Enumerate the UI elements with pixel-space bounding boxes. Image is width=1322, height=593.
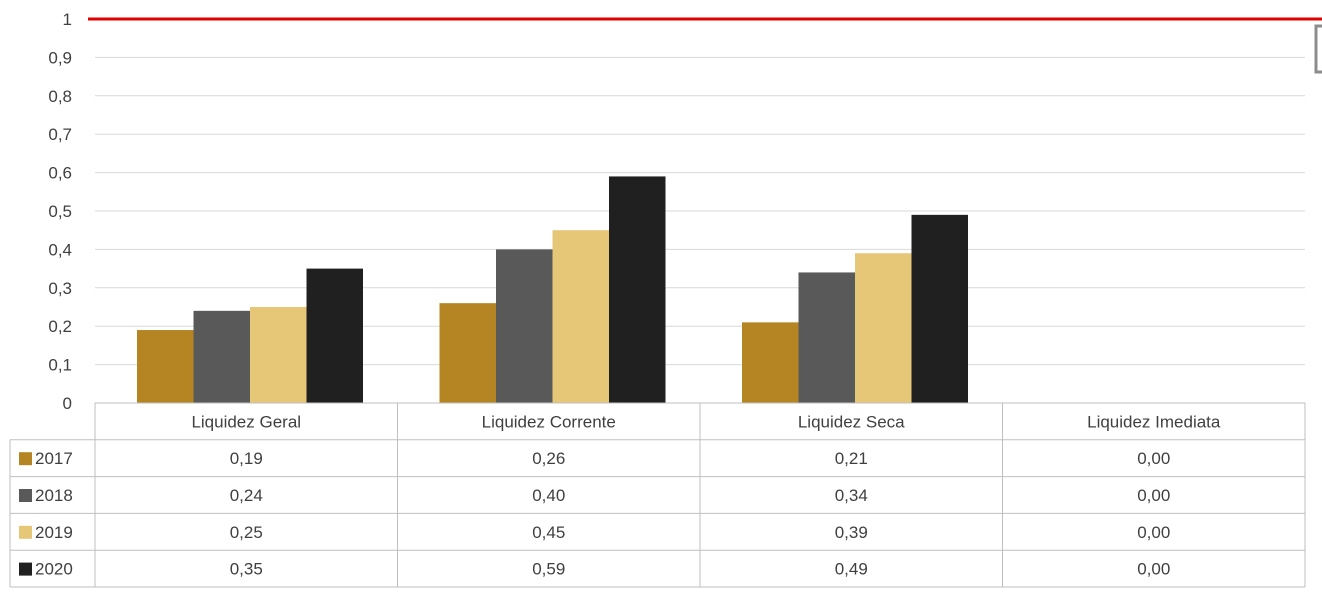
bar-2018 [798, 272, 855, 403]
bar-2017 [439, 303, 496, 403]
data-table-value: 0,40 [532, 486, 565, 505]
y-tick-label: 0,4 [48, 240, 72, 259]
data-table-value: 0,24 [230, 486, 263, 505]
bar-2017 [137, 330, 194, 403]
y-tick-label: 0 [63, 394, 72, 413]
y-tick-label: 0,1 [48, 356, 72, 375]
y-tick-label: 0,8 [48, 87, 72, 106]
data-table-value: 0,39 [835, 523, 868, 542]
bar-2017 [742, 322, 799, 403]
y-tick-label: 0,2 [48, 317, 72, 336]
legend-key-2020 [19, 562, 32, 576]
x-category-label: Liquidez Corrente [482, 412, 616, 431]
legend-label: 2018 [35, 486, 73, 505]
data-table-value: 0,00 [1137, 560, 1170, 579]
x-category-label: Liquidez Seca [798, 412, 905, 431]
data-table-value: 0,21 [835, 449, 868, 468]
data-table-value: 0,35 [230, 560, 263, 579]
data-table-value: 0,00 [1137, 486, 1170, 505]
data-table-value: 0,26 [532, 449, 565, 468]
data-table-value: 0,19 [230, 449, 263, 468]
y-tick-label: 0,9 [48, 48, 72, 67]
data-table-value: 0,00 [1137, 523, 1170, 542]
legend-label: 2019 [35, 523, 73, 542]
legend-label: 2020 [35, 560, 73, 579]
bar-2019 [250, 307, 307, 403]
y-tick-label: 0,7 [48, 125, 72, 144]
bar-2019 [855, 253, 912, 403]
legend-key-2019 [19, 525, 32, 539]
bar-2020 [911, 214, 968, 403]
x-category-label: Liquidez Imediata [1087, 412, 1221, 431]
data-table-value: 0,00 [1137, 449, 1170, 468]
cropped-frame-edge [1314, 24, 1322, 74]
data-table-value: 0,34 [835, 486, 868, 505]
y-tick-label: 0,3 [48, 279, 72, 298]
y-tick-label: 0,6 [48, 164, 72, 183]
bar-2018 [193, 310, 250, 403]
bar-2020 [609, 176, 666, 403]
legend-key-2017 [19, 452, 32, 466]
x-category-label: Liquidez Geral [191, 412, 301, 431]
data-table-value: 0,59 [532, 560, 565, 579]
legend-label: 2017 [35, 449, 73, 468]
data-table-value: 0,49 [835, 560, 868, 579]
bar-2018 [496, 249, 553, 403]
bar-2020 [306, 268, 363, 403]
bar-2019 [552, 230, 609, 403]
data-table-value: 0,25 [230, 523, 263, 542]
y-tick-label: 0,5 [48, 202, 72, 221]
data-table-value: 0,45 [532, 523, 565, 542]
legend-key-2018 [19, 489, 32, 502]
y-tick-label: 1 [63, 10, 72, 29]
